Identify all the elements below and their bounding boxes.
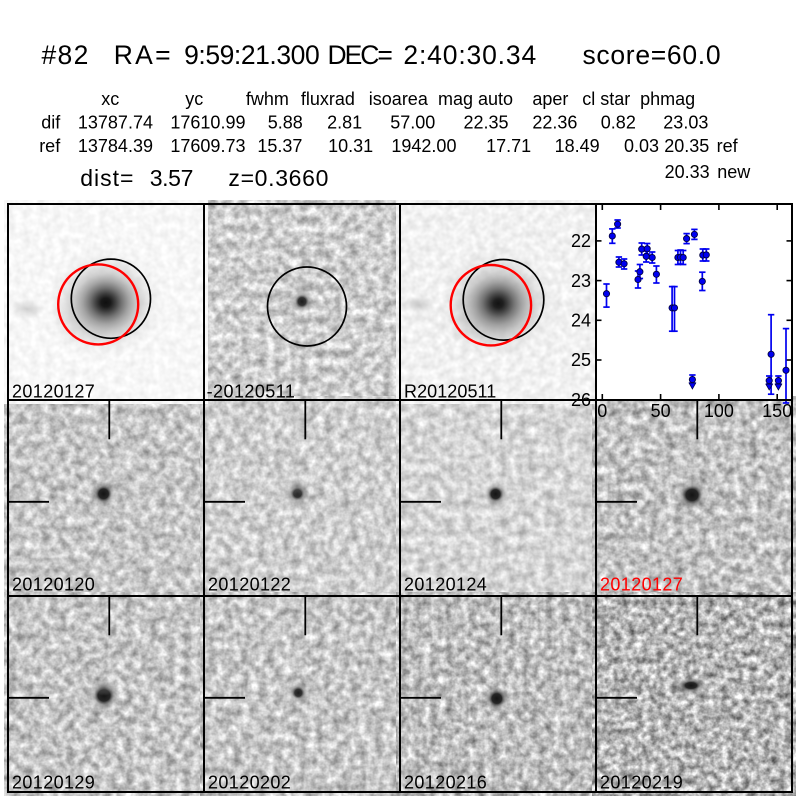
- svg-text:20120122: 20120122: [208, 575, 291, 595]
- svg-text:0.82: 0.82: [601, 113, 636, 133]
- svg-text:10.31: 10.31: [328, 136, 373, 156]
- svg-text:20120129: 20120129: [12, 773, 95, 793]
- svg-text:phmag: phmag: [640, 89, 695, 109]
- svg-text:2.81: 2.81: [327, 113, 362, 133]
- svg-text:ref: ref: [39, 136, 61, 156]
- svg-text:50: 50: [651, 401, 671, 421]
- svg-text:#82: #82: [41, 40, 88, 70]
- svg-text:15.37: 15.37: [257, 136, 302, 156]
- svg-text:57.00: 57.00: [390, 113, 435, 133]
- svg-text:20120120: 20120120: [12, 575, 95, 595]
- svg-text:22: 22: [571, 231, 591, 251]
- svg-text:score=60.0: score=60.0: [583, 40, 721, 70]
- svg-text:22.36: 22.36: [532, 113, 577, 133]
- svg-text:20120219: 20120219: [600, 773, 683, 793]
- svg-text:17.71: 17.71: [486, 136, 531, 156]
- svg-text:18.49: 18.49: [555, 136, 600, 156]
- svg-text:150: 150: [762, 401, 792, 421]
- svg-text:20120202: 20120202: [208, 773, 291, 793]
- svg-text:isoarea: isoarea: [369, 89, 429, 109]
- svg-text:23.03: 23.03: [663, 113, 708, 133]
- svg-text:17610.99: 17610.99: [170, 113, 245, 133]
- svg-text:R20120511: R20120511: [404, 381, 496, 401]
- svg-text:23: 23: [571, 271, 591, 291]
- svg-text:20.35: 20.35: [664, 136, 709, 156]
- svg-text:13784.39: 13784.39: [78, 136, 153, 156]
- svg-text:fwhm: fwhm: [246, 89, 289, 109]
- svg-text:3.57: 3.57: [150, 165, 194, 191]
- svg-text:fluxrad: fluxrad: [301, 89, 355, 109]
- svg-text:24: 24: [571, 311, 591, 331]
- svg-text:20120127: 20120127: [600, 575, 683, 595]
- svg-text:5.88: 5.88: [268, 113, 303, 133]
- svg-text:ref: ref: [717, 136, 739, 156]
- svg-text:mag auto: mag auto: [438, 89, 513, 109]
- svg-text:yc: yc: [185, 89, 203, 109]
- svg-text:20.33: 20.33: [665, 162, 710, 182]
- svg-text:dist=: dist=: [80, 165, 133, 191]
- svg-text:17609.73: 17609.73: [170, 136, 245, 156]
- svg-text:13787.74: 13787.74: [78, 113, 153, 133]
- svg-text:9:59:21.300: 9:59:21.300: [184, 40, 320, 70]
- svg-text:xc: xc: [101, 89, 119, 109]
- svg-text:25: 25: [571, 350, 591, 370]
- svg-text:RA=: RA=: [114, 40, 171, 70]
- svg-text:20120127: 20120127: [12, 381, 95, 401]
- svg-text:22.35: 22.35: [464, 113, 509, 133]
- svg-text:20120216: 20120216: [404, 773, 487, 793]
- svg-text:100: 100: [704, 401, 734, 421]
- svg-text:-20120511: -20120511: [207, 381, 295, 401]
- svg-text:20120124: 20120124: [404, 575, 487, 595]
- svg-text:2:40:30.34: 2:40:30.34: [403, 40, 536, 70]
- svg-text:new: new: [717, 162, 751, 182]
- svg-text:1942.00: 1942.00: [391, 136, 456, 156]
- svg-text:dif: dif: [41, 113, 61, 133]
- svg-text:0.03: 0.03: [624, 136, 659, 156]
- svg-text:DEC=: DEC=: [328, 40, 393, 70]
- svg-text:z=0.3660: z=0.3660: [228, 165, 328, 191]
- svg-text:0: 0: [597, 401, 607, 421]
- svg-text:aper: aper: [532, 89, 568, 109]
- svg-text:cl star: cl star: [582, 89, 630, 109]
